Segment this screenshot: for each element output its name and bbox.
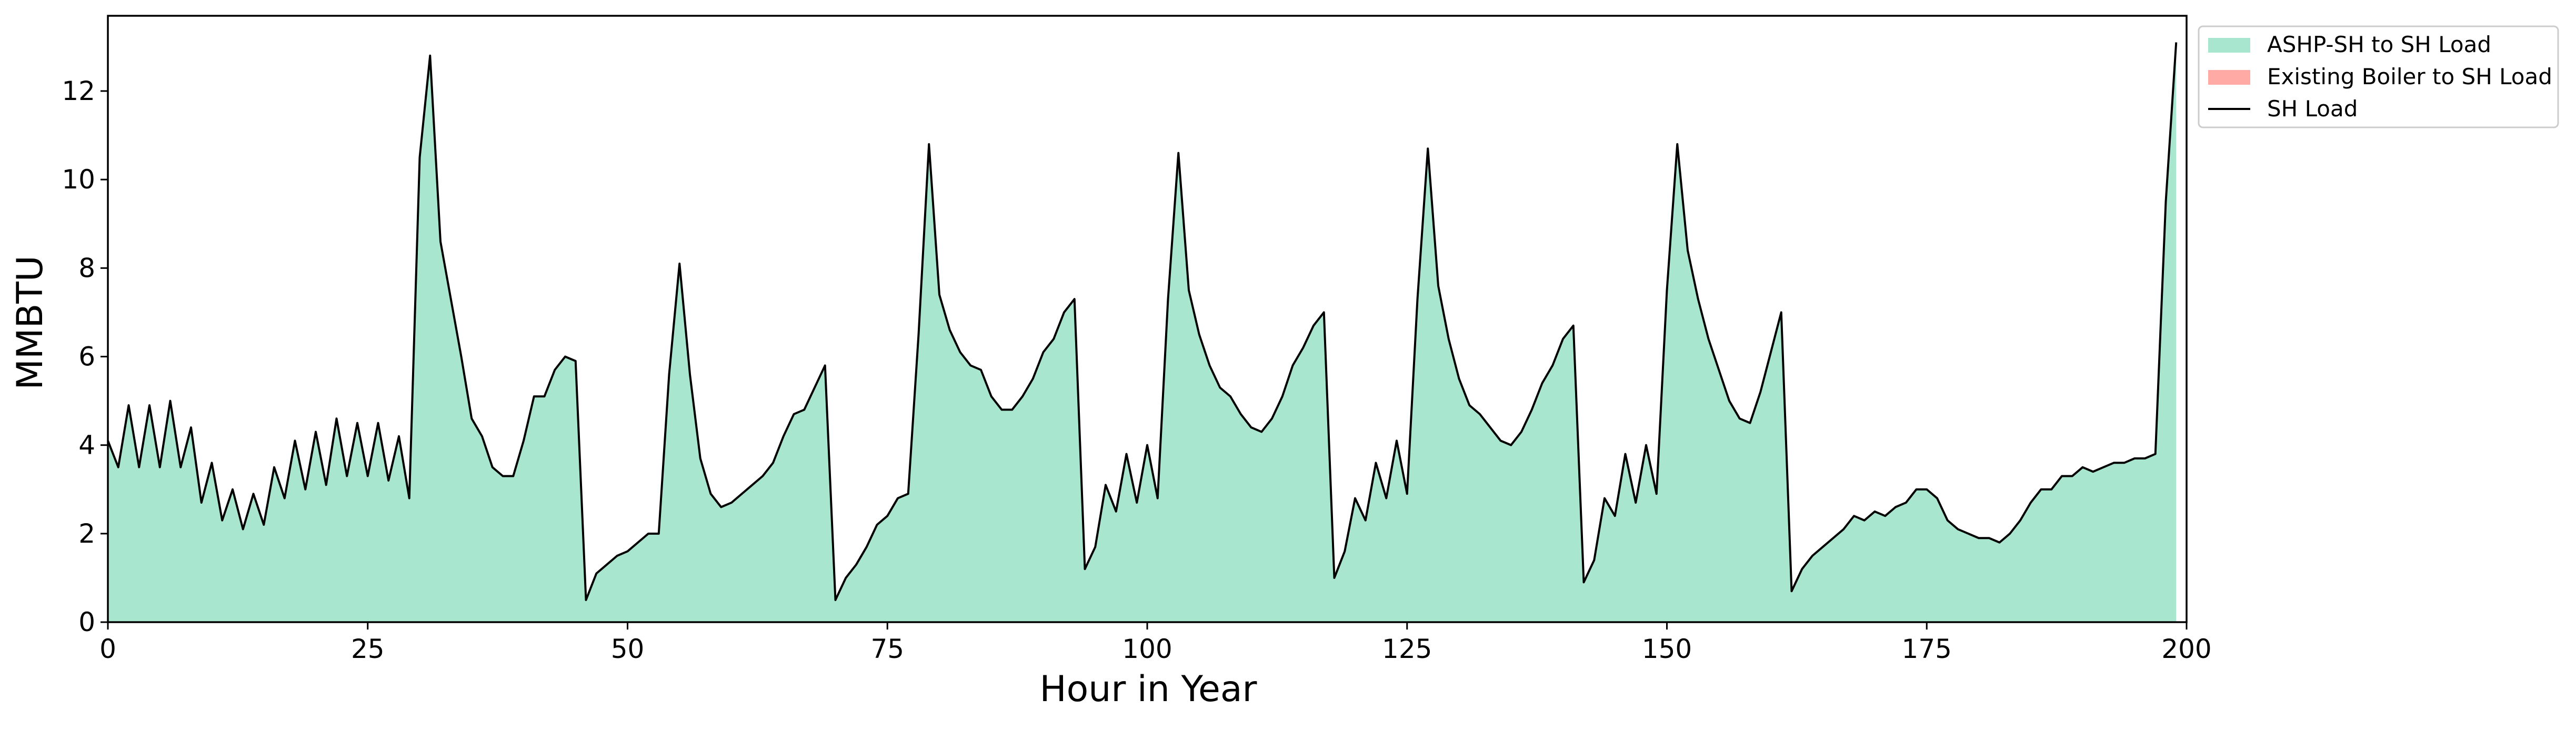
ashp-area bbox=[108, 42, 2177, 623]
x-tick-label: 100 bbox=[1122, 634, 1172, 664]
legend-label: Existing Boiler to SH Load bbox=[2267, 64, 2552, 89]
legend-box bbox=[2198, 25, 2559, 128]
x-tick-label: 200 bbox=[2161, 634, 2211, 664]
plot-area bbox=[107, 42, 2178, 623]
legend-label: ASHP-SH to SH Load bbox=[2267, 32, 2491, 57]
x-tick-label: 125 bbox=[1382, 634, 1432, 664]
x-tick-label: 50 bbox=[611, 634, 645, 664]
legend: ASHP-SH to SH Load Existing Boiler to SH … bbox=[2198, 25, 2559, 128]
x-tick-label: 75 bbox=[870, 634, 904, 664]
legend-swatch-ashp bbox=[2208, 38, 2250, 53]
y-axis-label: MMBTU bbox=[9, 255, 51, 390]
y-tick-label: 10 bbox=[62, 164, 95, 195]
y-tick-label: 6 bbox=[78, 341, 95, 372]
axes: 0 25 50 75 100 125 150 175 200 0 2 4 6 8 10 12 bbox=[62, 15, 2212, 664]
x-tick-label: 150 bbox=[1642, 634, 1692, 664]
x-tick-label: 0 bbox=[99, 634, 116, 664]
y-tick-label: 2 bbox=[78, 518, 95, 549]
x-tick-label: 175 bbox=[1902, 634, 1952, 664]
y-tick-label: 0 bbox=[78, 607, 95, 637]
legend-swatch-boiler bbox=[2208, 70, 2250, 85]
x-axis-label: Hour in Year bbox=[1040, 668, 1257, 710]
y-tick-label: 8 bbox=[78, 253, 95, 283]
legend-label: SH Load bbox=[2267, 96, 2358, 122]
y-tick-label: 12 bbox=[62, 76, 95, 106]
y-tick-label: 4 bbox=[78, 430, 95, 461]
sh-load-line bbox=[107, 42, 2178, 601]
x-tick-label: 25 bbox=[351, 634, 385, 664]
